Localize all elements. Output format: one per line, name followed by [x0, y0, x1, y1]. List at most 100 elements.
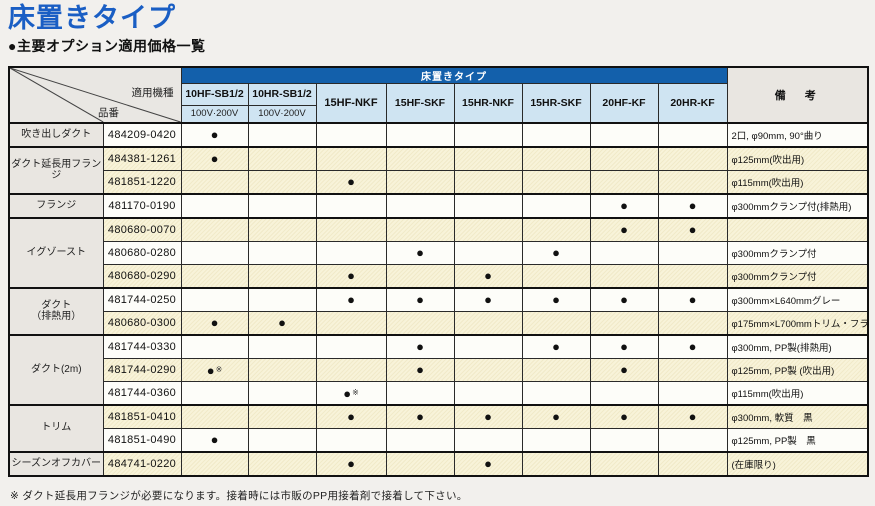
availability-dot-cell: ● — [315, 450, 387, 477]
part-number-cell: 480680-0070 — [102, 216, 182, 242]
footnote: ※ ダクト延長用フランジが必要になります。接着時には市販のPP用接着剤で接着して… — [10, 489, 468, 502]
table-row: イグゾースト 480680-0070 ● ● — [8, 216, 869, 289]
empty-cell — [180, 403, 249, 429]
empty-cell — [315, 216, 387, 242]
col-header-15hf-skf: 15HF-SKF — [385, 82, 455, 124]
empty-cell — [180, 216, 249, 242]
part-number-cell: 480680-0300 — [102, 310, 182, 336]
empty-cell — [657, 263, 728, 289]
empty-cell — [521, 380, 591, 406]
part-number-cell: 481851-1220 — [102, 169, 182, 195]
empty-cell — [453, 333, 523, 359]
empty-cell — [657, 310, 728, 336]
option-name-cell: イグゾースト — [8, 216, 104, 289]
table-row: 480680-0300●●φ175mm×L700mmトリム・フランジ付 — [9, 310, 869, 336]
table-row: 481851-0490 ● φ125mm, PP製 黒 — [9, 427, 869, 453]
part-number-cell: 484381-1261 — [102, 145, 182, 171]
availability-dot-cell: ● — [385, 403, 455, 429]
empty-cell — [385, 192, 455, 219]
empty-cell — [657, 380, 728, 406]
empty-cell — [180, 286, 249, 312]
table-row: 480680-0290 ● ● φ300mmクランプ付 — [9, 263, 869, 289]
remark-cell: (在庫限り) — [726, 450, 869, 477]
option-name-cell: フランジ — [8, 192, 104, 219]
table-row: ダクト延長用フランジ 484381-1261 ● φ125mm(吹出用) — [8, 145, 869, 195]
empty-cell — [589, 450, 659, 477]
empty-cell — [521, 263, 591, 289]
empty-cell — [247, 216, 317, 242]
empty-cell — [315, 310, 387, 336]
availability-dot-cell: ● — [657, 403, 728, 429]
table-band-title: 床置きタイプ — [180, 66, 728, 84]
col-header-10hr-sb12: 10HR-SB1/2 — [247, 82, 317, 106]
empty-cell — [315, 145, 387, 171]
availability-dot-cell: ● — [589, 357, 659, 382]
option-name-cell: ダクト延長用フランジ — [8, 145, 104, 195]
empty-cell — [521, 450, 591, 477]
remark-cell: φ125mm, PP製 黒 — [726, 427, 869, 453]
empty-cell — [589, 263, 659, 289]
remark-cell: φ125mm, PP製 (吹出用) — [726, 357, 869, 382]
table-row: ダクト(2m) 481744-0330 ● ● ● ● φ300mm, PP製(排熱用) — [8, 333, 869, 406]
availability-dot-cell: ● — [453, 450, 523, 477]
col-header-15hr-skf: 15HR-SKF — [521, 82, 591, 124]
corner-label-part-number: 品番 — [98, 106, 119, 119]
empty-cell — [521, 310, 591, 336]
corner-diagonal-cell: 適用機種 品番 — [8, 66, 182, 124]
part-number-cell: 484209-0420 — [102, 121, 182, 148]
option-name-cell: シーズンオフカバー — [8, 450, 104, 477]
empty-cell — [247, 333, 317, 359]
empty-cell — [521, 427, 591, 453]
availability-dot-cell: ● — [247, 310, 317, 336]
empty-cell — [247, 121, 317, 148]
empty-cell — [453, 192, 523, 219]
table-row: 480680-0280 ● ● φ300mmクランプ付 — [9, 240, 869, 265]
empty-cell — [247, 427, 317, 453]
empty-cell — [247, 192, 317, 219]
remark-cell: φ300mm×L640mmグレー — [726, 286, 869, 312]
empty-cell — [315, 240, 387, 265]
empty-cell — [521, 121, 591, 148]
empty-cell — [247, 380, 317, 406]
empty-cell — [385, 310, 455, 336]
availability-dot-cell: ● — [453, 286, 523, 312]
empty-cell — [180, 333, 249, 359]
band-row: 適用機種 品番 床置きタイプ 備 考 — [8, 66, 869, 124]
empty-cell — [385, 263, 455, 289]
availability-dot-cell: ● — [453, 403, 523, 429]
availability-dot-cell: ● — [657, 333, 728, 359]
empty-cell — [247, 169, 317, 195]
voltage-10hr: 100V·200V — [247, 104, 317, 124]
availability-dot-cell: ● — [315, 169, 387, 195]
empty-cell — [385, 169, 455, 195]
part-number-cell: 481851-0490 — [102, 427, 182, 453]
options-price-table: 適用機種 品番 床置きタイプ 備 考 10HF-SB1/2 10HR-SB1/2… — [8, 65, 869, 477]
empty-cell — [589, 169, 659, 195]
remark-cell — [726, 216, 869, 242]
part-number-cell: 481851-0410 — [102, 403, 182, 429]
option-name-cell: ダクト （排熱用） — [8, 286, 104, 336]
empty-cell — [315, 333, 387, 359]
col-header-20hr-kf: 20HR-KF — [657, 82, 728, 124]
voltage-row: 100V·200V 100V·200V — [9, 104, 868, 124]
part-number-cell: 480680-0280 — [102, 240, 182, 265]
empty-cell — [657, 169, 728, 195]
empty-cell — [453, 380, 523, 406]
availability-dot-cell: ● — [589, 403, 659, 429]
availability-dot-cell: ●※ — [180, 357, 249, 382]
availability-dot-cell: ● — [589, 286, 659, 312]
empty-cell — [657, 240, 728, 265]
availability-dot-cell: ● — [657, 216, 728, 242]
availability-dot-cell: ● — [180, 310, 249, 336]
availability-dot-cell: ● — [521, 403, 591, 429]
empty-cell — [453, 121, 523, 148]
availability-dot-cell: ● — [180, 145, 249, 171]
empty-cell — [521, 145, 591, 171]
empty-cell — [657, 427, 728, 453]
empty-cell — [589, 310, 659, 336]
availability-dot-cell: ● — [453, 263, 523, 289]
empty-cell — [385, 380, 455, 406]
empty-cell — [315, 357, 387, 382]
remark-cell: φ115mm(吹出用) — [726, 169, 869, 195]
empty-cell — [315, 427, 387, 453]
